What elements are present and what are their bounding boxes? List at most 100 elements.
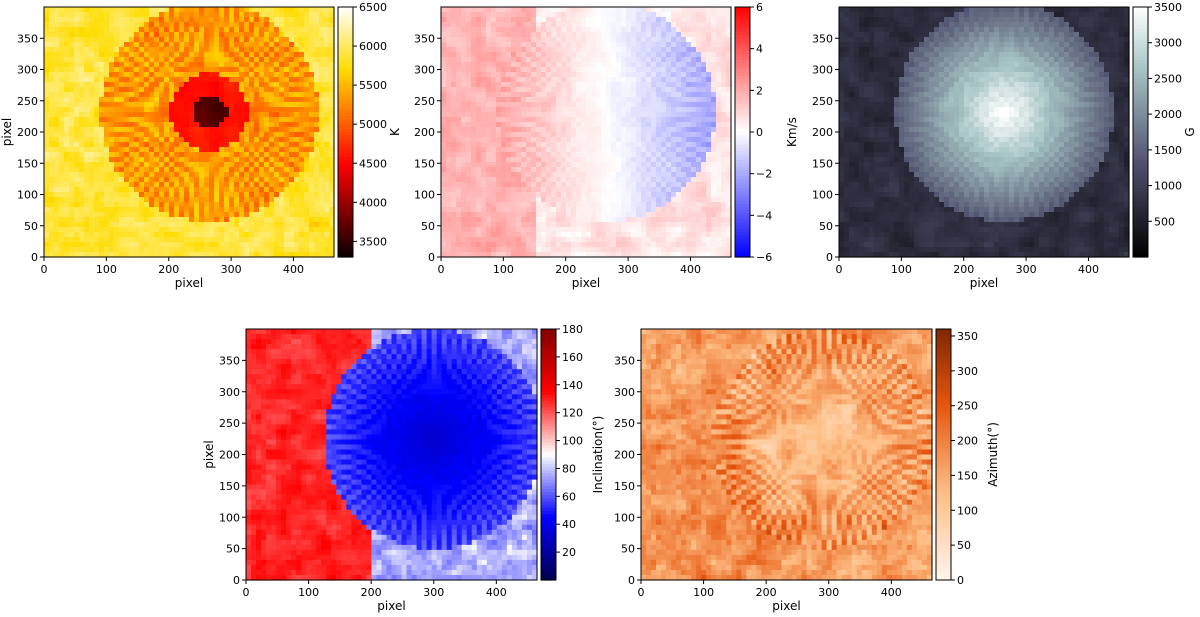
velocity-cell (441, 42, 447, 48)
temperature-cell (264, 92, 270, 98)
temperature-cell (54, 117, 60, 123)
velocity-cell (561, 147, 567, 153)
velocity-cell (456, 7, 462, 13)
temperature-cell (249, 252, 255, 258)
velocity-cell (571, 252, 577, 258)
velocity-cell (456, 137, 462, 143)
velocity-cell (501, 57, 507, 63)
temperature-cell (74, 242, 80, 248)
velocity-cell (571, 87, 577, 93)
velocity-cell (541, 217, 547, 223)
temperature-cell (104, 192, 110, 198)
temperature-cell (299, 177, 305, 183)
velocity-cell (441, 92, 447, 98)
velocity-cell (476, 7, 482, 13)
temperature-cell (214, 197, 220, 203)
temperature-cell (309, 27, 315, 33)
temperature-cell (94, 187, 100, 193)
velocity-cell (526, 27, 532, 33)
temperature-cell (329, 42, 335, 48)
velocity-cell (576, 27, 582, 33)
velocity-cell (581, 7, 587, 13)
velocity-cell (581, 232, 587, 238)
velocity-cell (576, 162, 582, 168)
temperature-cell (139, 57, 145, 63)
temperature-cell (109, 187, 115, 193)
velocity-cell (576, 52, 582, 58)
temperature-cell (279, 82, 285, 88)
temperature-cell (219, 232, 225, 238)
velocity-cell (541, 117, 547, 123)
velocity-cell (586, 57, 592, 63)
temperature-cell (204, 217, 210, 223)
temperature-cell (309, 127, 315, 133)
velocity-cell (586, 22, 592, 28)
temperature-cell (154, 67, 160, 73)
temperature-cell (89, 222, 95, 228)
temperature-cell (134, 117, 140, 123)
temperature-cell (294, 202, 300, 208)
velocity-cell (616, 62, 622, 68)
temperature-cell (279, 132, 285, 138)
temperature-cell (154, 207, 160, 213)
temperature-cell (139, 17, 145, 23)
temperature-colorbar-step (338, 107, 353, 111)
velocity-cell (601, 7, 607, 13)
velocity-cell (441, 242, 447, 248)
temperature-cell (194, 207, 200, 213)
temperature-colorbar-step (338, 213, 353, 217)
velocity-cell (596, 82, 602, 88)
temperature-cell (269, 22, 275, 28)
velocity-cell (546, 152, 552, 158)
temperature-cell (159, 242, 165, 248)
temperature-cell (89, 147, 95, 153)
velocity-cell (456, 17, 462, 23)
temperature-cell (49, 37, 55, 43)
velocity-cell (466, 47, 472, 53)
temperature-cell (179, 82, 185, 88)
velocity-cell (631, 52, 637, 58)
velocity-cell (521, 187, 527, 193)
temperature-cell (254, 207, 260, 213)
velocity-cell (536, 77, 542, 83)
velocity-cell (511, 32, 517, 38)
velocity-cell (581, 117, 587, 123)
temperature-cell (74, 132, 80, 138)
velocity-cell (536, 132, 542, 138)
temperature-cell (279, 127, 285, 133)
temperature-cell (264, 227, 270, 233)
velocity-cell (521, 147, 527, 153)
velocity-cell (636, 12, 642, 18)
temperature-cell (179, 112, 185, 118)
velocity-cell (556, 222, 562, 228)
temperature-cell (229, 97, 235, 103)
temperature-cell (274, 252, 280, 258)
velocity-cell (501, 162, 507, 168)
velocity-cell (541, 62, 547, 68)
velocity-cell (591, 232, 597, 238)
temperature-cell (304, 17, 310, 23)
temperature-cell (254, 202, 260, 208)
temperature-cell (134, 187, 140, 193)
temperature-cell (179, 27, 185, 33)
temperature-cell (104, 17, 110, 23)
temperature-cell (59, 107, 65, 113)
temperature-cell (239, 62, 245, 68)
temperature-cell (134, 82, 140, 88)
velocity-cell (566, 77, 572, 83)
velocity-cell (451, 172, 457, 178)
temperature-cell (299, 197, 305, 203)
velocity-cell (496, 82, 502, 88)
temperature-cell (209, 147, 215, 153)
temperature-cell (109, 62, 115, 68)
temperature-cell (184, 97, 190, 103)
temperature-cell (329, 32, 335, 38)
temperature-cell (99, 122, 105, 128)
temperature-cell (134, 12, 140, 18)
velocity-cell (536, 47, 542, 53)
temperature-cell (54, 112, 60, 118)
velocity-cell (561, 157, 567, 163)
temperature-cell (259, 172, 265, 178)
velocity-cell (566, 217, 572, 223)
velocity-cell (531, 192, 537, 198)
